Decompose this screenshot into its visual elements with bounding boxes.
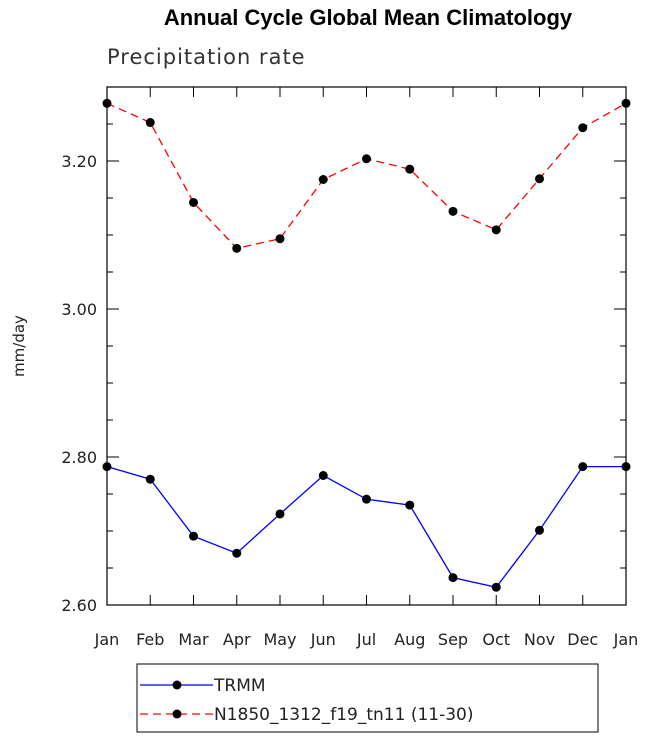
y-tick-label: 3.00 xyxy=(61,300,97,319)
data-point xyxy=(232,548,242,558)
data-point xyxy=(362,494,371,504)
data-point xyxy=(535,174,544,184)
axis-ticks xyxy=(106,86,627,606)
data-point xyxy=(405,164,415,174)
data-point xyxy=(275,509,285,519)
y-tick-labels: 2.60 2.80 3.00 3.20 xyxy=(61,152,97,615)
y-tick-label: 2.60 xyxy=(61,596,97,615)
legend-marker xyxy=(172,680,182,690)
legend-label: N1850_1312_f19_tn11 (11-30) xyxy=(214,705,474,725)
chart-title: Annual Cycle Global Mean Climatology xyxy=(164,5,573,30)
x-tick-label: Jul xyxy=(356,630,376,649)
legend-marker xyxy=(172,709,182,719)
data-point xyxy=(448,206,458,216)
data-point xyxy=(102,98,112,108)
x-tick-label: Oct xyxy=(482,630,510,649)
data-point xyxy=(405,500,415,510)
x-tick-label: Jun xyxy=(310,630,336,649)
x-tick-label: Feb xyxy=(136,630,164,649)
legend-label: TRMM xyxy=(213,676,266,696)
x-tick-label: Sep xyxy=(438,630,468,649)
data-point xyxy=(145,118,155,128)
data-point xyxy=(578,123,588,133)
y-tick-label: 3.20 xyxy=(61,152,97,171)
data-point xyxy=(318,175,328,184)
x-tick-labels: Jan Feb Mar Apr May Jun Jul Aug Sep Oct Nov Dec Jan xyxy=(94,630,639,649)
x-tick-label: Nov xyxy=(524,630,555,649)
chart-subtitle: Precipitation rate xyxy=(107,45,306,69)
plot-frame xyxy=(106,86,627,606)
x-tick-label: May xyxy=(263,630,296,649)
data-point xyxy=(535,525,544,535)
series-line xyxy=(106,102,627,250)
x-tick-label: Apr xyxy=(223,630,251,649)
x-tick-label: Dec xyxy=(567,630,598,649)
data-point xyxy=(621,462,631,472)
legend: TRMM N1850_1312_f19_tn11 (11-30) xyxy=(140,676,474,725)
data-point xyxy=(318,471,328,480)
data-point xyxy=(578,462,588,472)
data-point xyxy=(232,243,242,253)
legend-entry: N1850_1312_f19_tn11 (11-30) xyxy=(140,705,474,725)
x-tick-label: Jan xyxy=(613,630,639,649)
series-1 xyxy=(102,98,631,253)
data-point xyxy=(189,531,198,541)
data-point xyxy=(275,234,285,244)
data-point xyxy=(448,573,458,583)
legend-entry: TRMM xyxy=(140,676,266,696)
series-0 xyxy=(102,462,631,592)
data-point xyxy=(621,98,631,108)
data-point xyxy=(189,197,198,207)
x-tick-label: Mar xyxy=(178,630,209,649)
legend-box xyxy=(136,663,599,733)
data-point xyxy=(491,225,501,235)
data-point xyxy=(362,154,371,164)
data-point xyxy=(145,474,155,484)
y-axis-label: mm/day xyxy=(10,315,28,377)
series-line xyxy=(106,465,626,588)
data-point xyxy=(102,462,112,472)
x-tick-label: Aug xyxy=(394,630,425,649)
data-point xyxy=(491,582,501,592)
x-tick-label: Jan xyxy=(94,630,120,649)
y-tick-label: 2.80 xyxy=(61,448,97,467)
series-layer xyxy=(102,98,631,592)
